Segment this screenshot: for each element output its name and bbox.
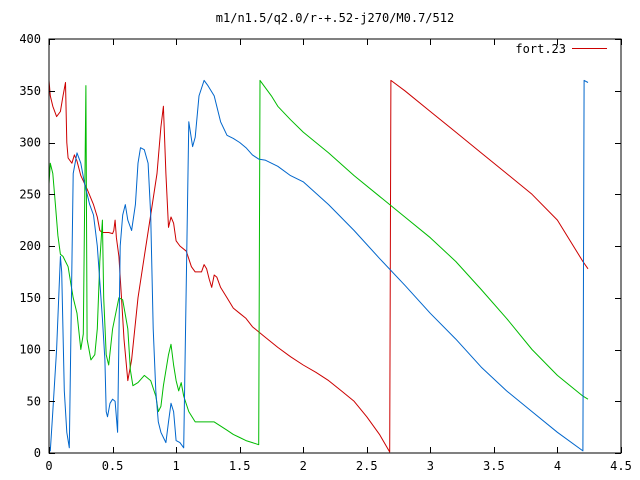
y-tick-label: 200 (19, 239, 41, 253)
x-tick-label: 4.5 (610, 459, 632, 473)
x-tick-label: 3.5 (483, 459, 505, 473)
x-tick-label: 2 (300, 459, 307, 473)
y-tick-label: 50 (27, 394, 41, 408)
y-tick-label: 400 (19, 32, 41, 46)
y-tick-label: 300 (19, 136, 41, 150)
x-tick-label: 4 (554, 459, 561, 473)
x-tick-label: 2.5 (356, 459, 378, 473)
y-tick-label: 100 (19, 343, 41, 357)
x-tick-label: 0 (45, 459, 52, 473)
x-tick-label: 0.5 (102, 459, 124, 473)
y-tick-label: 150 (19, 291, 41, 305)
y-tick-label: 250 (19, 187, 41, 201)
x-tick-label: 1 (172, 459, 179, 473)
chart-title: m1/n1.5/q2.0/r-+.52-j270/M0.7/512 (216, 11, 454, 25)
y-tick-label: 350 (19, 84, 41, 98)
legend-label-fort-23: fort.23 (515, 42, 566, 56)
x-tick-label: 3 (427, 459, 434, 473)
x-tick-label: 1.5 (229, 459, 251, 473)
y-tick-label: 0 (34, 446, 41, 460)
